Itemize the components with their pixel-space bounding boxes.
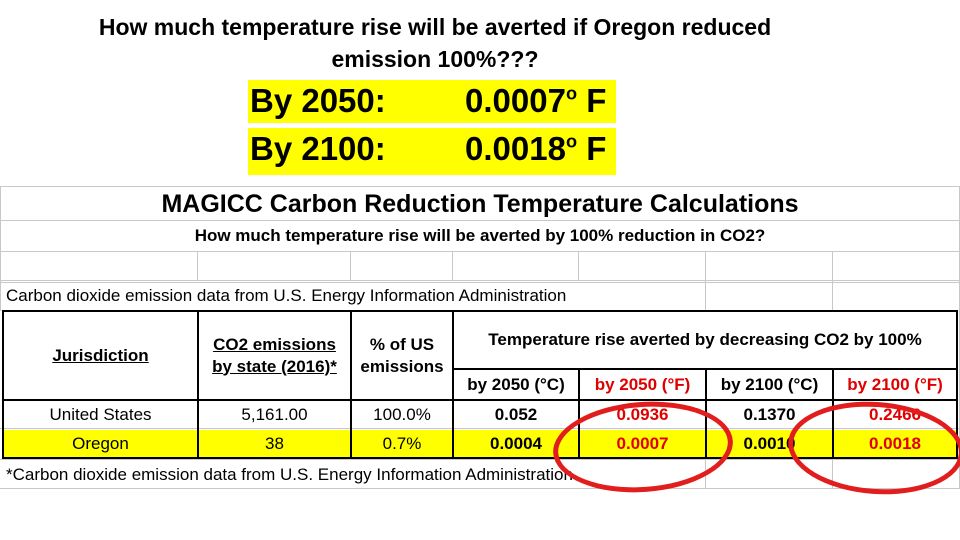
subheader-2100-c: by 2100 (°C) [720,374,819,394]
row-oregon-2050-c: 0.0004 [490,433,542,453]
row-us-2100-c: 0.1370 [743,405,796,424]
row-us-pct: 100.0% [373,405,431,424]
header-jurisdiction: Jurisdiction [52,345,149,365]
row-oregon-2050-f: 0.0007 [616,433,669,453]
row-oregon-2100-f: 0.0018 [869,433,921,453]
highlight-2100-value: 0.0018o F [465,130,607,167]
header-co2-emissions: CO2 emissions by state (2016)* [212,334,337,376]
subheader-2050-c: by 2050 (°C) [467,374,565,394]
source-note: Carbon dioxide emission data from U.S. E… [6,286,567,305]
row-oregon-pct: 0.7% [382,433,422,453]
header-pct-us: % of US emissions [360,334,444,376]
oregon-row-highlight [2,430,958,457]
highlight-2050: By 2050: 0.0007o F [248,80,616,123]
highlight-2100: By 2100: 0.0018o F [248,128,616,175]
row-us-jurisdiction: United States [49,405,152,424]
header-temperature-averted: Temperature rise averted by decreasing C… [488,330,922,349]
row-oregon-2100-c: 0.0010 [743,433,796,453]
row-oregon-co2: 38 [265,433,284,453]
subheader-2050-f: by 2050 (°F) [594,374,691,394]
row-oregon-jurisdiction: Oregon [72,433,129,453]
row-us-2050-f: 0.0936 [616,405,669,424]
highlight-2050-value: 0.0007o F [465,82,607,119]
highlight-2050-label: By 2050: [250,82,386,119]
table-subtitle: How much temperature rise will be averte… [194,226,766,245]
subheader-2100-f: by 2100 (°F) [847,374,943,394]
question-heading-line1: How much temperature rise will be averte… [98,14,772,40]
row-us-2050-c: 0.052 [494,405,538,424]
highlight-2100-label: By 2100: [250,130,386,167]
footnote: *Carbon dioxide emission data from U.S. … [6,465,573,484]
table-title: MAGICC Carbon Reduction Temperature Calc… [161,189,799,218]
question-heading-line2: emission 100%??? [331,46,539,72]
row-us-2100-f: 0.2466 [869,405,921,424]
row-us-co2: 5,161.00 [241,405,308,424]
